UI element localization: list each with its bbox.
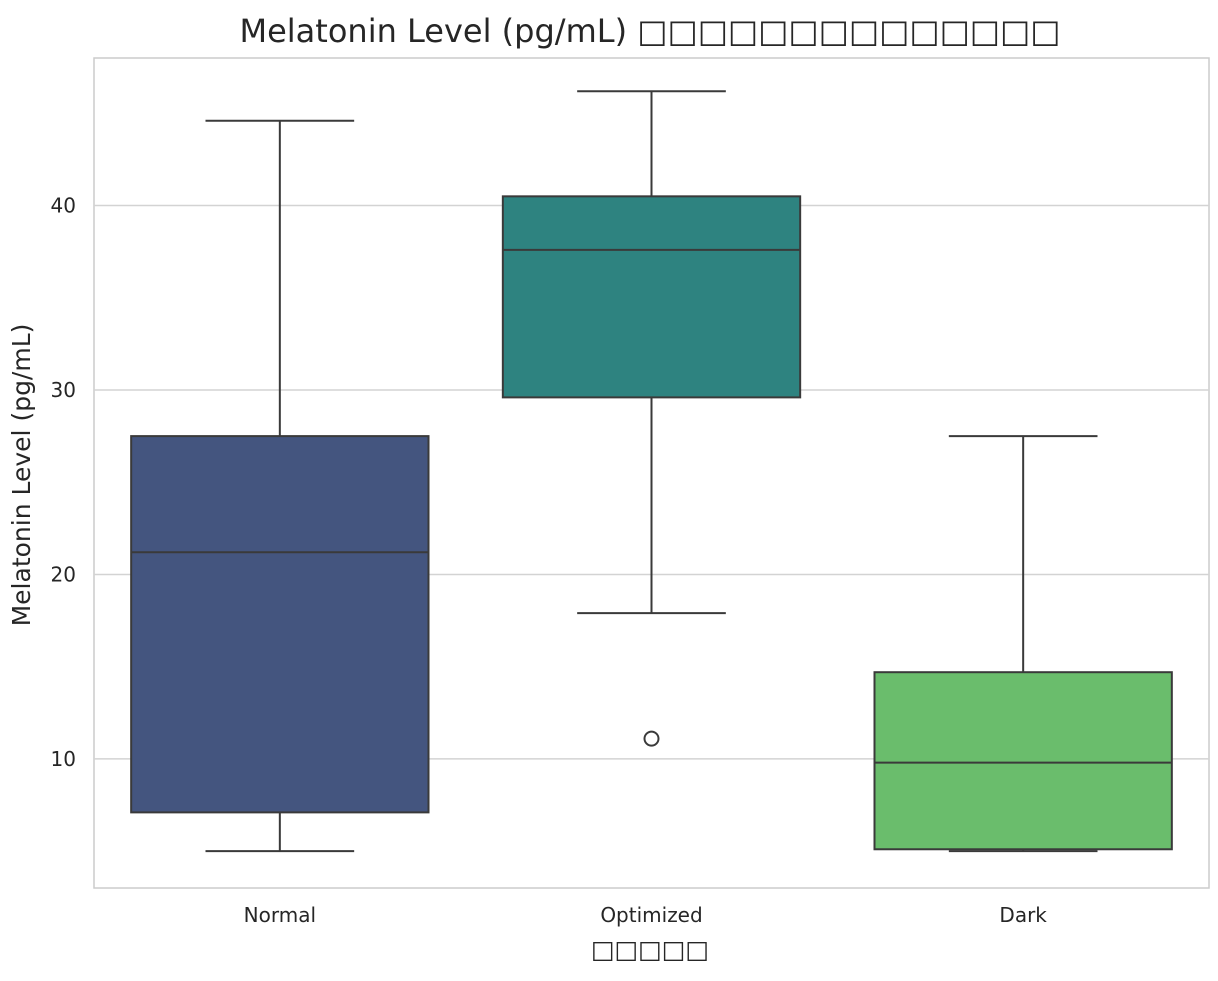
x-tick-label: Normal <box>244 903 316 927</box>
y-tick-label: 10 <box>51 747 76 771</box>
box-group-dark <box>873 435 1173 853</box>
chart-title: Melatonin Level (pg/mL) □□□□□□□□□□□□□□ <box>239 12 1060 50</box>
y-tick-label: 40 <box>51 194 76 218</box>
y-axis-label: Melatonin Level (pg/mL) <box>7 324 36 627</box>
outlier-point-optimized <box>643 730 660 747</box>
box-group-optimized <box>501 90 802 747</box>
y-axis-ticks: 10 20 30 40 <box>51 194 76 771</box>
x-tick-label: Dark <box>999 903 1047 927</box>
box-normal <box>130 435 430 814</box>
x-axis-label: □□□□□ <box>591 935 709 964</box>
box-group-normal <box>130 119 430 853</box>
x-tick-label: Optimized <box>600 903 702 927</box>
y-tick-label: 30 <box>51 378 76 402</box>
y-tick-label: 20 <box>51 562 76 586</box>
box-dark <box>873 671 1173 851</box>
x-axis-ticks: Normal Optimized Dark <box>244 903 1048 927</box>
boxes <box>130 90 1173 853</box>
box-optimized <box>501 195 802 399</box>
